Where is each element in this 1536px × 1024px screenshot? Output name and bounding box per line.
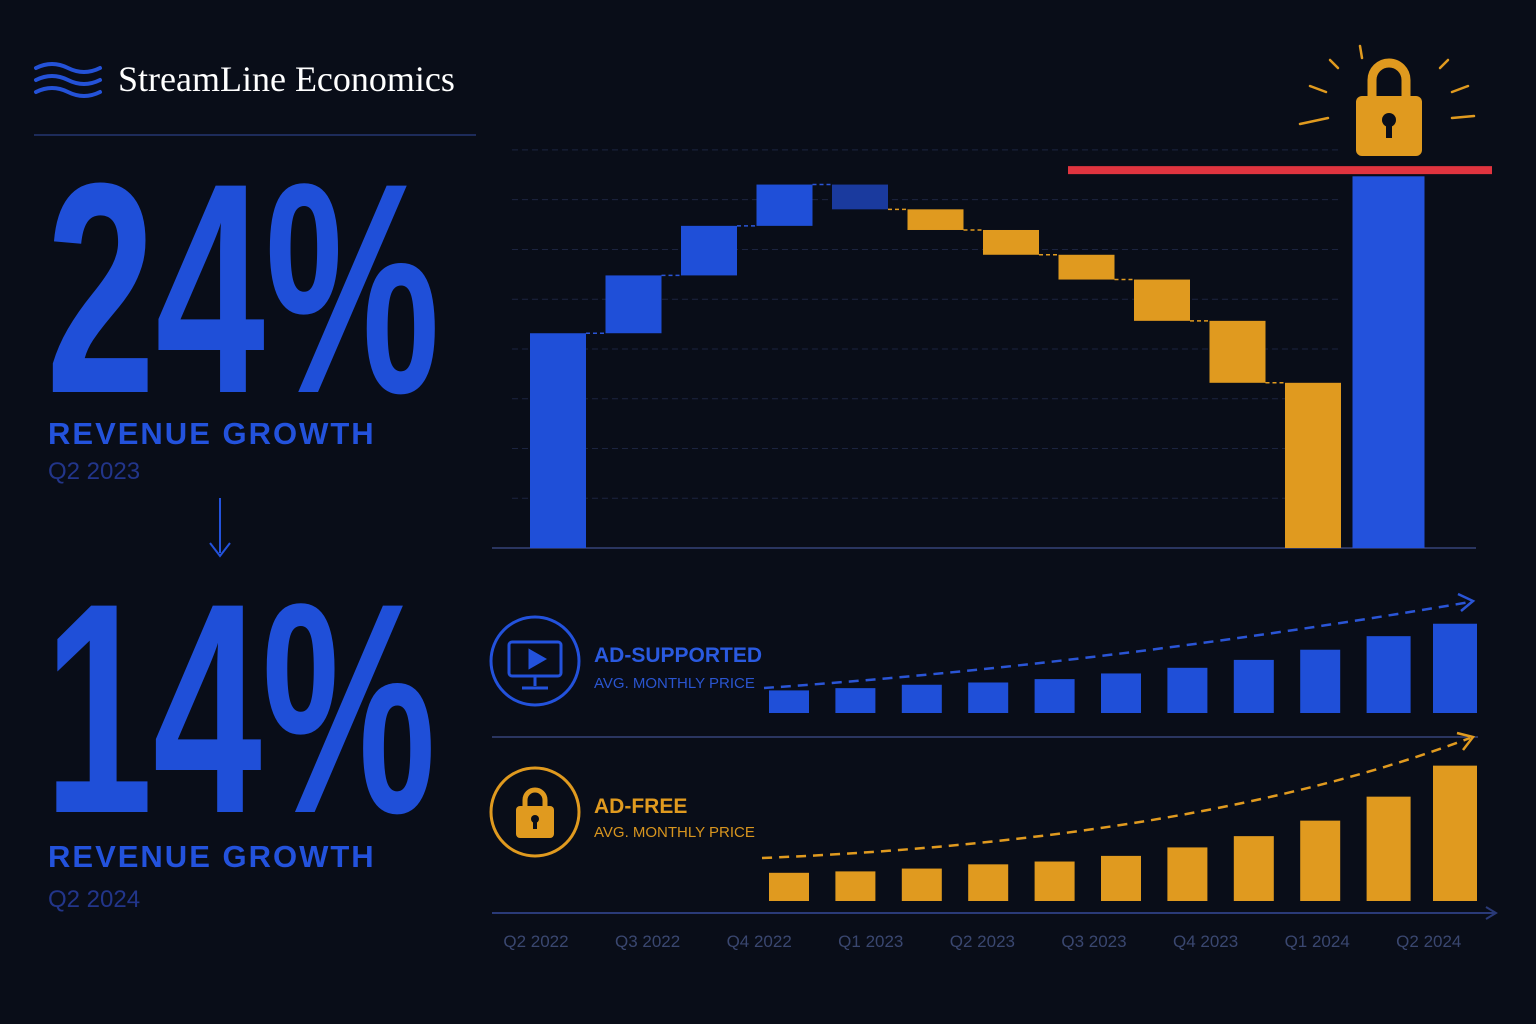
x-axis-arrow (1485, 906, 1498, 920)
x-tick-label: Q4 2022 (727, 932, 792, 951)
bar (968, 864, 1009, 901)
tv-icon (489, 615, 581, 707)
x-tick-label: Q1 2023 (838, 932, 903, 951)
waterfall-bar (1209, 320, 1266, 383)
brand: StreamLine Economics (118, 59, 455, 99)
waterfall-bar (1134, 279, 1190, 321)
lock-icon (1298, 44, 1476, 156)
waterfall-bar (681, 225, 737, 276)
kpi-label: REVENUE GROWTH (48, 416, 376, 451)
logo (34, 62, 102, 98)
lock-badge (489, 766, 581, 858)
bar (1300, 820, 1341, 901)
bar (1366, 796, 1411, 901)
x-tick-label: Q2 2024 (1396, 932, 1461, 951)
kpi-period: Q2 2023 (48, 458, 140, 485)
trend-arrow (761, 736, 1471, 860)
bar (1167, 847, 1208, 901)
waterfall-bar (907, 209, 964, 230)
bar (835, 871, 876, 901)
waterfall-bar (1352, 176, 1425, 549)
series-title: AD-SUPPORTED (594, 644, 762, 667)
bar (901, 868, 942, 901)
x-tick-label: Q3 2022 (615, 932, 680, 951)
bar (835, 688, 876, 713)
waterfall-bar (832, 184, 888, 210)
kpi-period: Q2 2024 (48, 886, 140, 913)
x-tick-label: Q3 2023 (1061, 932, 1126, 951)
bar (1034, 679, 1075, 713)
waterfall-bar (1058, 254, 1115, 280)
bar (1101, 855, 1141, 901)
bar (901, 684, 942, 713)
series-title: AD-FREE (594, 795, 687, 818)
bar (1366, 636, 1411, 713)
waterfall-bar (1285, 382, 1341, 548)
series-subtitle: AVG. MONTHLY PRICE (594, 824, 755, 841)
waterfall-bar (530, 333, 586, 548)
waterfall-bar (605, 275, 662, 334)
kpi-value: 14% (44, 540, 436, 876)
bar (968, 682, 1009, 713)
x-tick-label: Q2 2022 (503, 932, 568, 951)
bar (1034, 861, 1075, 901)
x-tick-label: Q2 2023 (950, 932, 1015, 951)
kpi-value: 24% (46, 120, 440, 456)
waterfall-bar (756, 184, 813, 226)
series-subtitle: AVG. MONTHLY PRICE (594, 675, 755, 692)
x-tick-label: Q4 2023 (1173, 932, 1238, 951)
trend-arrow-head (1457, 592, 1476, 612)
arrow-head (209, 542, 231, 558)
bar (1233, 659, 1274, 713)
kpi-label: REVENUE GROWTH (48, 839, 376, 874)
bar (1433, 623, 1477, 713)
bar (1167, 667, 1208, 713)
trend-arrow-head (1456, 731, 1476, 751)
bar (1433, 765, 1477, 901)
bar (1300, 649, 1341, 713)
x-tick-label: Q1 2024 (1285, 932, 1350, 951)
bar (1101, 673, 1141, 713)
bar (769, 690, 809, 713)
bar (769, 872, 809, 901)
trend-arrow (763, 600, 1471, 690)
waterfall-bar (983, 229, 1039, 255)
bar (1233, 836, 1274, 901)
